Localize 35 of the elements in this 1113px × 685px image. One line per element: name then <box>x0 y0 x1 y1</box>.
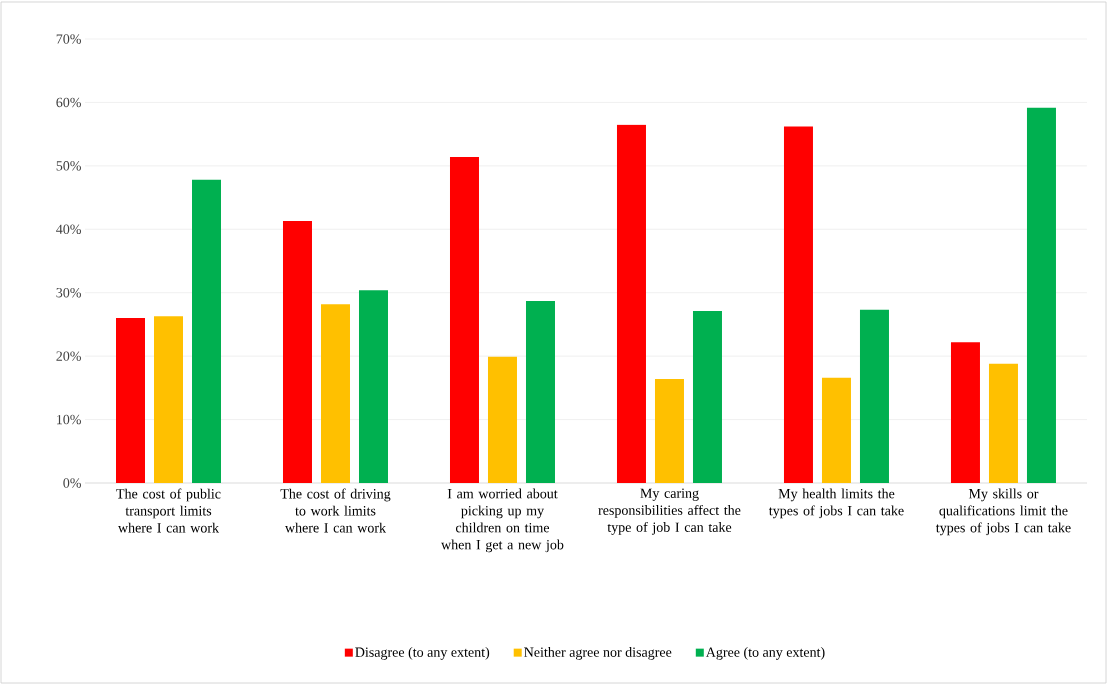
bar <box>192 179 221 483</box>
bar <box>654 378 684 483</box>
legend-label: Agree (to any extent) <box>705 647 825 660</box>
bar <box>692 311 722 483</box>
y-tick-label: 20% <box>56 351 81 361</box>
bar <box>950 342 980 483</box>
bar <box>616 124 646 483</box>
bar <box>525 300 555 483</box>
bar <box>320 304 350 483</box>
y-tick-label: 30% <box>56 287 81 298</box>
y-tick-label: 70% <box>56 34 81 44</box>
bar <box>487 356 517 483</box>
y-tick-label: 0% <box>63 478 81 488</box>
bar <box>988 363 1018 483</box>
x-tick-label: The cost of public transport limits where I can work <box>116 488 221 533</box>
bar <box>358 290 388 483</box>
bar <box>821 377 851 483</box>
x-tick-label: I am worried about picking up my children on time when I get a new job <box>441 488 564 553</box>
bar <box>783 126 813 483</box>
bar <box>859 309 889 483</box>
x-tick-label: My skills or qualifications limit the types of jobs I can take <box>935 488 1071 536</box>
bar <box>449 156 479 483</box>
y-tick-label: 60% <box>56 97 81 108</box>
x-tick-label: My health limits the types of jobs I can take <box>768 488 904 519</box>
x-tick-label: The cost of driving to work limits where I can work <box>280 488 391 533</box>
legend-label: Neither agree nor disagree <box>524 647 672 660</box>
legend-label: Disagree (to any extent) <box>355 647 490 660</box>
bar <box>116 318 145 483</box>
x-tick-label: My caring responsibilities affect the type of job I can take <box>598 488 741 535</box>
y-tick-label: 40% <box>56 224 81 235</box>
y-tick-label: 10% <box>57 414 81 425</box>
bar <box>154 316 183 483</box>
bar <box>1026 107 1056 483</box>
bar <box>282 221 312 483</box>
y-tick-label: 50% <box>56 161 81 171</box>
